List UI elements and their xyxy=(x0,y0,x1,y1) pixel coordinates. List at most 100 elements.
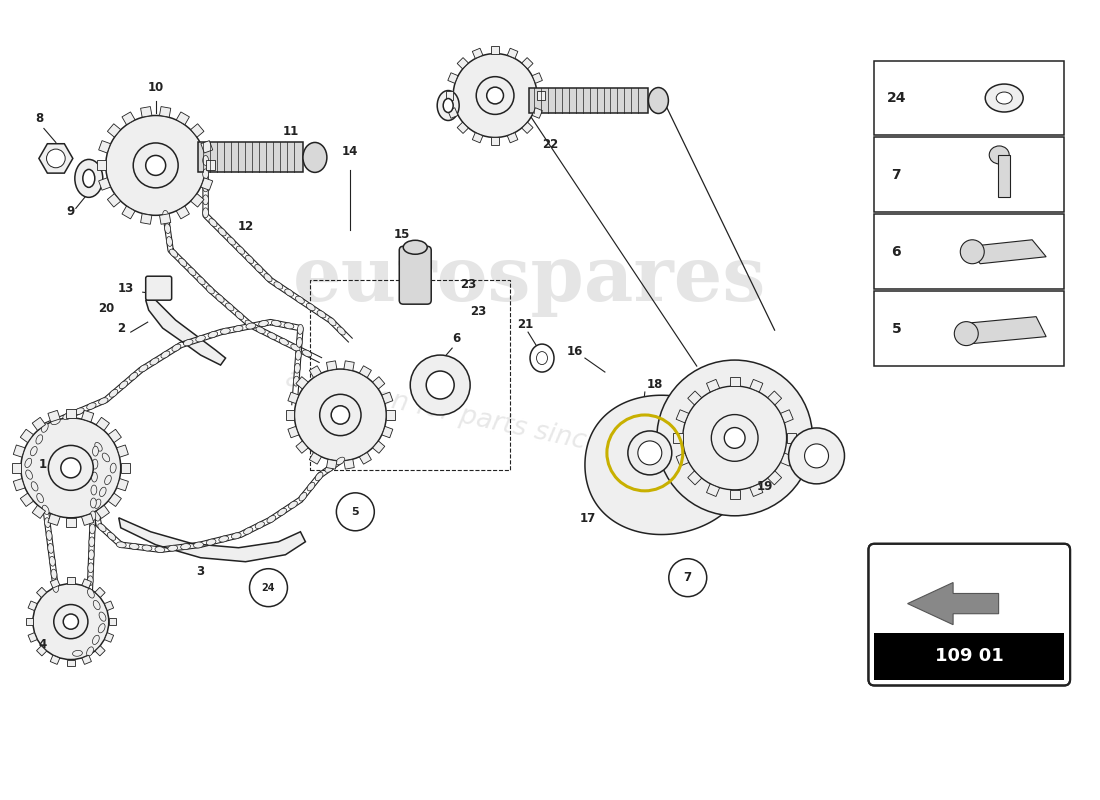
Polygon shape xyxy=(32,418,45,430)
Circle shape xyxy=(955,322,978,346)
Ellipse shape xyxy=(104,475,111,485)
Ellipse shape xyxy=(284,323,294,329)
Ellipse shape xyxy=(226,303,234,311)
Ellipse shape xyxy=(188,267,196,275)
Ellipse shape xyxy=(246,323,255,329)
Polygon shape xyxy=(67,577,75,584)
Ellipse shape xyxy=(42,505,50,514)
Text: 22: 22 xyxy=(542,138,558,151)
Circle shape xyxy=(638,441,662,465)
Ellipse shape xyxy=(245,320,253,328)
Ellipse shape xyxy=(218,228,227,236)
Ellipse shape xyxy=(87,647,94,656)
Polygon shape xyxy=(99,178,110,190)
Ellipse shape xyxy=(36,434,43,444)
Text: 12: 12 xyxy=(238,220,254,234)
Text: 23: 23 xyxy=(460,278,476,291)
Circle shape xyxy=(453,54,537,138)
Ellipse shape xyxy=(196,335,206,342)
Ellipse shape xyxy=(169,249,177,258)
Text: 9: 9 xyxy=(67,206,75,218)
Polygon shape xyxy=(176,206,189,219)
Ellipse shape xyxy=(306,303,315,310)
Ellipse shape xyxy=(98,524,106,532)
Ellipse shape xyxy=(92,635,99,645)
Text: 8: 8 xyxy=(35,113,43,126)
Ellipse shape xyxy=(25,458,32,467)
Ellipse shape xyxy=(296,296,305,303)
Polygon shape xyxy=(121,463,130,473)
Polygon shape xyxy=(673,433,683,443)
Text: 13: 13 xyxy=(118,282,134,295)
Ellipse shape xyxy=(207,539,216,545)
Polygon shape xyxy=(108,494,121,506)
Polygon shape xyxy=(688,471,702,485)
Polygon shape xyxy=(36,587,46,598)
FancyBboxPatch shape xyxy=(399,246,431,304)
Ellipse shape xyxy=(50,556,55,566)
Text: 10: 10 xyxy=(147,81,164,94)
Polygon shape xyxy=(309,366,321,378)
Ellipse shape xyxy=(228,237,235,245)
Ellipse shape xyxy=(307,482,315,491)
Polygon shape xyxy=(96,418,110,430)
Ellipse shape xyxy=(295,363,300,373)
Polygon shape xyxy=(119,518,306,562)
Polygon shape xyxy=(48,514,60,526)
Polygon shape xyxy=(729,490,740,499)
Ellipse shape xyxy=(302,142,327,172)
Polygon shape xyxy=(344,361,354,370)
Ellipse shape xyxy=(90,498,97,508)
Ellipse shape xyxy=(51,569,57,579)
Ellipse shape xyxy=(986,84,1023,112)
Ellipse shape xyxy=(267,333,277,339)
Polygon shape xyxy=(706,379,719,392)
Ellipse shape xyxy=(102,453,110,462)
Text: 3: 3 xyxy=(197,565,205,578)
Ellipse shape xyxy=(202,155,209,166)
Polygon shape xyxy=(327,361,337,370)
Ellipse shape xyxy=(88,563,94,573)
Polygon shape xyxy=(13,445,25,457)
Circle shape xyxy=(250,569,287,606)
Ellipse shape xyxy=(95,511,100,521)
Polygon shape xyxy=(141,106,152,117)
Ellipse shape xyxy=(245,255,254,263)
Polygon shape xyxy=(176,112,189,125)
Ellipse shape xyxy=(288,501,297,509)
Polygon shape xyxy=(360,453,372,464)
Polygon shape xyxy=(96,506,110,518)
Ellipse shape xyxy=(25,470,33,479)
Polygon shape xyxy=(507,48,518,58)
Polygon shape xyxy=(51,579,59,588)
Polygon shape xyxy=(117,478,129,490)
Circle shape xyxy=(960,240,984,264)
Bar xyxy=(874,214,1064,289)
Polygon shape xyxy=(28,601,37,610)
Ellipse shape xyxy=(82,170,95,187)
Ellipse shape xyxy=(243,527,253,534)
Ellipse shape xyxy=(272,320,282,326)
Ellipse shape xyxy=(294,376,299,386)
Polygon shape xyxy=(448,73,458,83)
Ellipse shape xyxy=(255,265,263,273)
Ellipse shape xyxy=(194,542,204,548)
Ellipse shape xyxy=(168,546,178,551)
Ellipse shape xyxy=(216,294,224,302)
Ellipse shape xyxy=(197,277,205,285)
Ellipse shape xyxy=(264,274,272,282)
Ellipse shape xyxy=(51,418,60,425)
Polygon shape xyxy=(190,124,204,137)
Ellipse shape xyxy=(88,550,95,560)
Polygon shape xyxy=(448,108,458,118)
Polygon shape xyxy=(66,518,76,526)
Ellipse shape xyxy=(110,463,117,473)
Ellipse shape xyxy=(206,286,214,294)
Polygon shape xyxy=(99,141,110,153)
Text: 17: 17 xyxy=(580,512,596,525)
Polygon shape xyxy=(532,108,542,118)
Ellipse shape xyxy=(91,472,97,482)
Polygon shape xyxy=(521,122,534,134)
Ellipse shape xyxy=(231,533,241,539)
Polygon shape xyxy=(206,161,214,170)
